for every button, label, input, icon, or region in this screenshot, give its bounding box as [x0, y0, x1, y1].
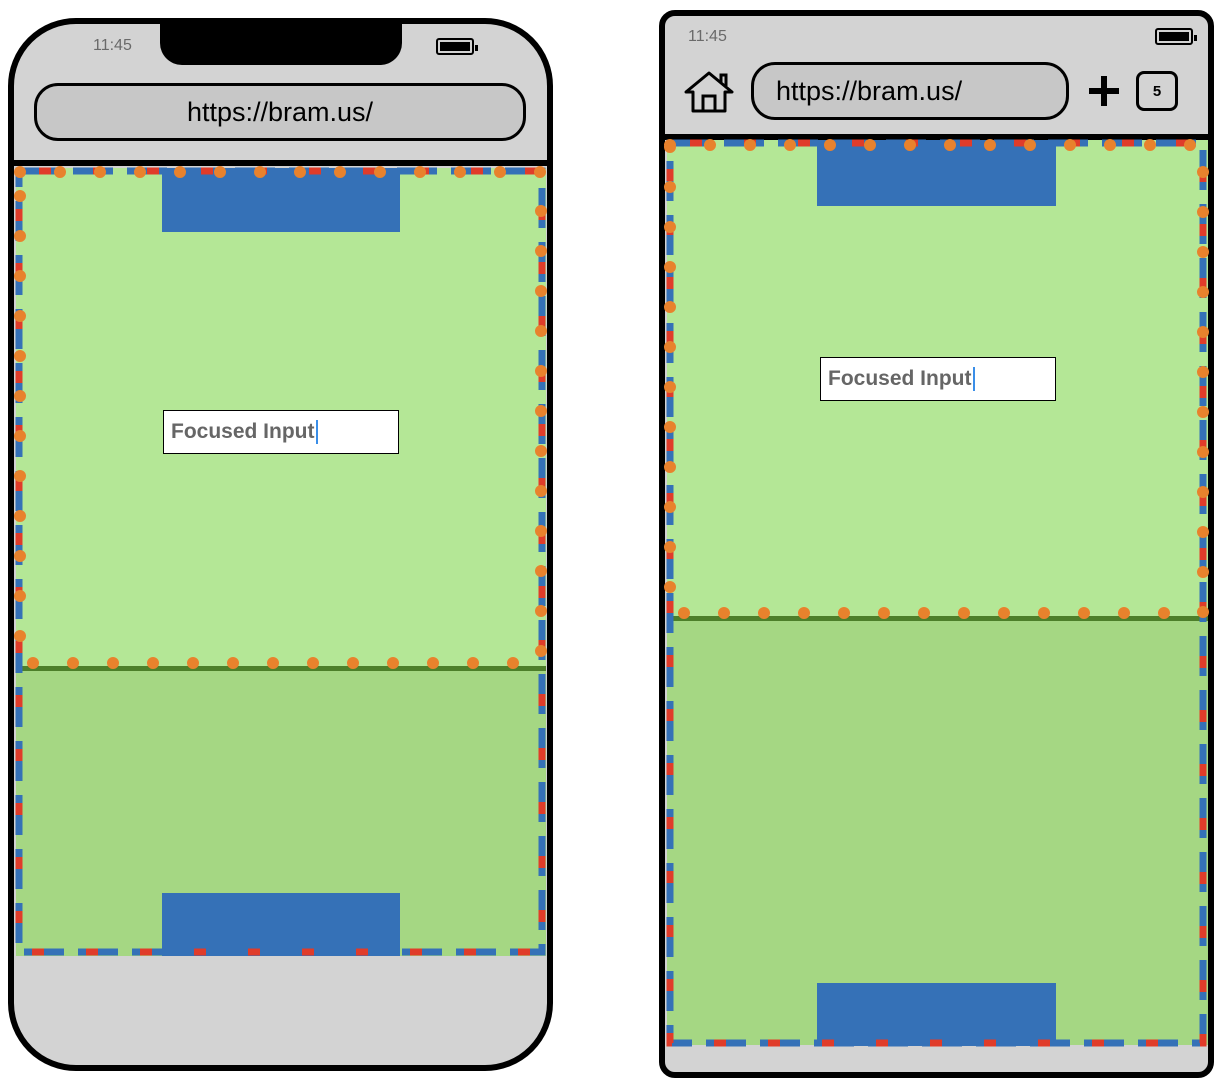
- layout-viewport-outline-right: [666, 139, 1207, 1047]
- layout-viewport-outline: [15, 167, 546, 956]
- page-region-below-fold-right: [667, 618, 1208, 1045]
- text-caret-right: [972, 367, 975, 391]
- focused-input[interactable]: Focused Input: [163, 410, 399, 454]
- address-bar-right[interactable]: https://bram.us/: [751, 62, 1069, 120]
- fixed-footer-block-right: [817, 983, 1056, 1046]
- fixed-header-block-right: [817, 140, 1056, 206]
- fixed-header-block: [162, 168, 400, 232]
- phone-notch: [160, 18, 402, 65]
- home-icon[interactable]: [683, 70, 735, 114]
- visual-viewport-outline-right: [666, 139, 1207, 1047]
- focused-input-value: Focused Input: [171, 420, 315, 443]
- address-bar[interactable]: https://bram.us/: [34, 83, 526, 141]
- plus-icon[interactable]: [1087, 74, 1121, 108]
- visual-viewport-outline: [15, 167, 546, 956]
- status-time-right: 11:45: [688, 28, 727, 45]
- text-caret: [315, 420, 318, 444]
- battery-icon: [1155, 28, 1197, 45]
- focused-input-value-right: Focused Input: [828, 367, 972, 390]
- fixed-footer-block: [162, 893, 400, 956]
- visible-region-outline-right: [664, 139, 1209, 619]
- address-bar-url-right: https://bram.us/: [776, 75, 963, 106]
- tabs-icon[interactable]: 5: [1136, 71, 1178, 111]
- focused-input-right[interactable]: Focused Input: [820, 357, 1056, 401]
- toolbar-divider: [14, 160, 547, 166]
- battery-icon: [436, 38, 478, 55]
- toolbar-divider-right: [665, 134, 1208, 140]
- fold-line-right: [667, 616, 1208, 621]
- address-bar-url: https://bram.us/: [186, 96, 374, 127]
- tab-count: 5: [1152, 82, 1162, 100]
- visible-region-outline: [14, 166, 547, 669]
- fold-line: [16, 666, 546, 671]
- status-time: 11:45: [93, 37, 132, 54]
